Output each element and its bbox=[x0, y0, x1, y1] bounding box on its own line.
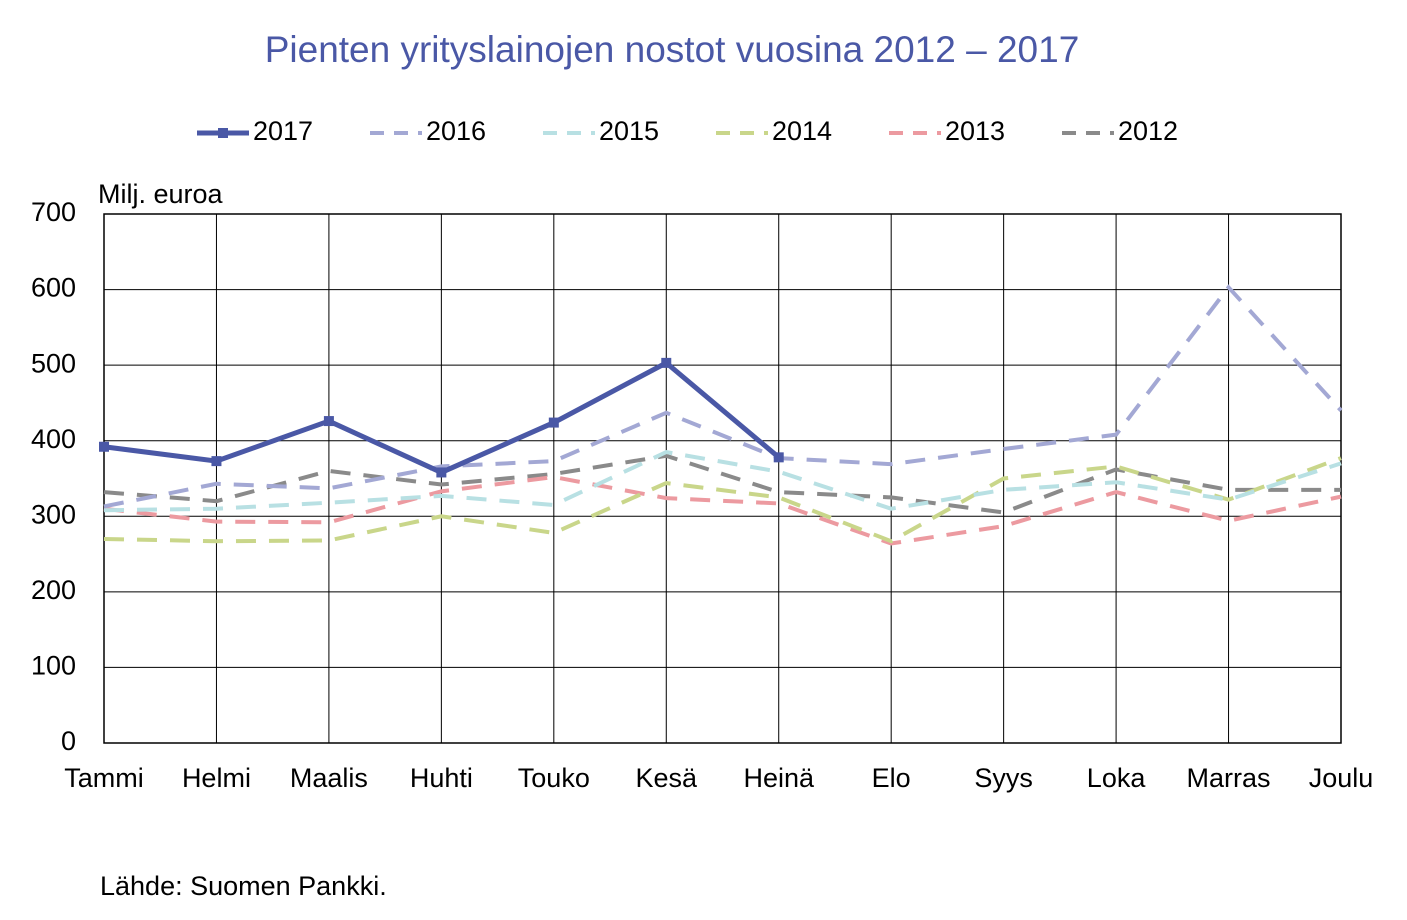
point-marker bbox=[773, 452, 784, 463]
point-marker bbox=[211, 456, 222, 467]
legend-label: 2016 bbox=[426, 116, 486, 146]
y-tick-label: 300 bbox=[31, 499, 76, 529]
x-tick-label: Tammi bbox=[64, 763, 144, 793]
chart-title: Pienten yrityslainojen nostot vuosina 20… bbox=[265, 29, 1080, 70]
y-tick-label: 600 bbox=[31, 273, 76, 303]
legend-label: 2014 bbox=[772, 116, 832, 146]
legend-label: 2012 bbox=[1118, 116, 1178, 146]
x-tick-label: Joulu bbox=[1309, 763, 1374, 793]
series-line bbox=[103, 284, 1343, 509]
y-tick-label: 700 bbox=[31, 197, 76, 227]
x-tick-label: Helmi bbox=[182, 763, 251, 793]
series-line bbox=[103, 453, 1341, 515]
plot-frame bbox=[103, 213, 1342, 744]
point-marker bbox=[323, 416, 334, 427]
series-line bbox=[103, 456, 1342, 544]
point-marker bbox=[548, 417, 559, 428]
x-tick-label: Touko bbox=[518, 763, 590, 793]
point-marker bbox=[661, 357, 672, 368]
source: Lähde: Suomen Pankki. bbox=[100, 871, 387, 901]
series-line bbox=[103, 474, 1342, 546]
y-tick-label: 400 bbox=[31, 424, 76, 454]
series-line bbox=[103, 449, 1342, 513]
point-marker bbox=[99, 441, 109, 452]
x-tick-label: Huhti bbox=[410, 763, 473, 793]
y-tick-label: 200 bbox=[31, 575, 76, 605]
point-marker bbox=[436, 467, 447, 478]
legend-label: 2017 bbox=[253, 116, 313, 146]
x-tick-label: Elo bbox=[872, 763, 911, 793]
x-tick-label: Maalis bbox=[290, 763, 368, 793]
y-tick-label: 500 bbox=[31, 348, 76, 378]
y-tick-label: 0 bbox=[61, 726, 76, 756]
x-tick-label: Syys bbox=[974, 763, 1033, 793]
legend-label: 2015 bbox=[599, 116, 659, 146]
legend-label: 2013 bbox=[945, 116, 1005, 146]
x-tick-label: Heinä bbox=[743, 763, 815, 793]
x-tick-label: Marras bbox=[1187, 763, 1271, 793]
x-tick-label: Kesä bbox=[635, 763, 698, 793]
y-axis-label: Milj. euroa bbox=[98, 179, 224, 209]
y-tick-label: 100 bbox=[31, 651, 76, 681]
legend-marker bbox=[218, 128, 228, 138]
x-tick-label: Loka bbox=[1087, 763, 1147, 793]
